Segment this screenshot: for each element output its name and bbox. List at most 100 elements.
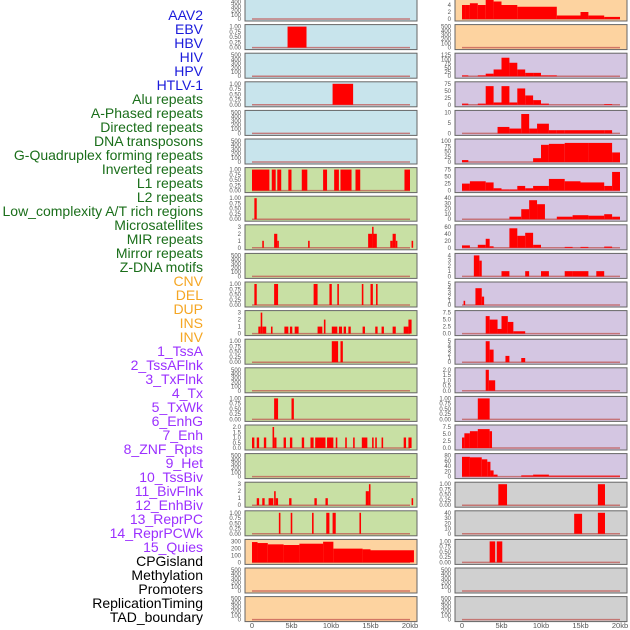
left-xtick-label: 0 <box>250 621 254 630</box>
right-ytick-label: 0 <box>448 74 452 80</box>
right-ytick-label: 0.25 <box>439 555 451 561</box>
right-ytick-label: 0 <box>448 103 452 109</box>
right-ytick-label: 100 <box>441 57 452 63</box>
right-panel-background <box>454 367 628 394</box>
track-label: 6_EnhG <box>151 413 203 429</box>
left-signal-bar <box>345 437 347 448</box>
right-ytick-label: 75 <box>444 144 451 150</box>
right-signal-bar <box>493 1 502 19</box>
right-signal-bar <box>517 6 557 19</box>
right-ytick-label: 6 <box>448 0 452 2</box>
left-panel-background <box>244 481 418 508</box>
left-signal-bar <box>278 512 281 534</box>
right-ytick-label: 0.75 <box>439 545 451 551</box>
left-ytick-label: 300 <box>231 4 242 10</box>
left-ytick-label: 200 <box>231 66 242 72</box>
right-signal-bar <box>489 431 493 448</box>
right-signal-bar <box>463 300 466 305</box>
left-ytick-label: 1.00 <box>229 511 241 517</box>
left-ytick-label: 100 <box>231 613 242 619</box>
left-ytick-label: 200 <box>231 609 242 615</box>
right-signal-bar <box>509 128 522 134</box>
left-signal-bar <box>310 437 314 448</box>
right-signal-bar <box>564 130 581 134</box>
track-label: Mirror repeats <box>115 245 203 261</box>
left-signal-bar <box>299 543 324 563</box>
left-signal-bar <box>375 437 377 448</box>
left-signal-bar <box>274 398 279 420</box>
right-ytick-label: 3 <box>448 348 452 354</box>
left-signal-bar <box>411 240 414 248</box>
left-signal-bar <box>326 512 330 534</box>
track-label: ReplicationTiming <box>92 595 203 611</box>
right-signal-bar <box>604 130 613 134</box>
left-signal-bar <box>314 498 317 506</box>
left-signal-bar <box>291 398 294 420</box>
right-signal-bar <box>533 100 541 105</box>
left-ytick-label: 1.00 <box>229 82 241 88</box>
right-signal-bar <box>462 183 470 191</box>
left-signal-bar <box>275 498 279 506</box>
right-signal-bar <box>462 160 469 162</box>
left-ytick-label: 0.00 <box>229 189 241 195</box>
right-ytick-label: 2 <box>448 10 452 16</box>
right-ytick-label: 80 <box>444 454 451 460</box>
left-ytick-label: 1.00 <box>229 396 241 402</box>
right-ytick-label: 0 <box>448 246 452 252</box>
left-ytick-label: 0.25 <box>229 527 241 533</box>
track-label: DUP <box>173 301 203 317</box>
left-ytick-label: 0 <box>238 274 242 280</box>
left-ytick-label: 0.75 <box>229 287 241 293</box>
left-ytick-label: 0 <box>238 560 242 566</box>
right-signal-bar <box>477 5 486 19</box>
left-panel-background <box>244 195 418 222</box>
right-signal-bar <box>533 185 549 191</box>
track-label: HIV <box>179 49 203 65</box>
right-signal-bar <box>469 431 478 448</box>
right-ytick-label: 200 <box>441 37 452 43</box>
track-label: Low_complexity A/T rich regions <box>2 203 204 219</box>
track-label: Directed repeats <box>100 119 203 135</box>
left-signal-bar <box>403 437 407 448</box>
left-ytick-label: 0.25 <box>229 40 241 46</box>
left-signal-bar <box>262 326 267 334</box>
right-signal-bar <box>485 341 490 363</box>
left-signal-bar <box>353 437 355 448</box>
track-label: L2 repeats <box>136 189 203 205</box>
left-signal-bar <box>257 543 268 563</box>
right-ytick-label: 3 <box>448 259 452 265</box>
right-ytick-label: 2 <box>448 352 452 358</box>
left-ytick-label: 400 <box>231 601 242 607</box>
left-signal-bar <box>317 326 323 334</box>
right-signal-bar <box>469 3 478 19</box>
right-xtick-label: 10kb <box>533 621 549 630</box>
left-ytick-label: 300 <box>231 376 242 382</box>
left-xtick-label: 15kb <box>362 621 378 630</box>
right-signal-bar <box>485 182 494 191</box>
right-signal-bar <box>541 144 549 162</box>
right-ytick-label: 10 <box>444 212 451 218</box>
right-xtick-label: 20kb <box>612 621 628 630</box>
right-signal-bar <box>580 130 605 134</box>
right-signal-bar <box>533 72 541 77</box>
right-signal-bar <box>597 512 605 534</box>
left-ytick-label: 3 <box>238 311 242 317</box>
left-ytick-label: 2 <box>238 489 242 495</box>
left-ytick-label: 0.75 <box>229 201 241 207</box>
right-ytick-label: 4 <box>448 286 452 292</box>
left-ytick-label: 0.25 <box>229 412 241 418</box>
left-signal-bar <box>368 233 373 248</box>
right-signal-bar <box>556 216 573 220</box>
right-signal-bar <box>548 475 620 477</box>
left-ytick-label: 1.00 <box>229 25 241 31</box>
right-signal-bar <box>572 215 589 220</box>
right-ytick-label: 5.0 <box>443 318 452 324</box>
right-signal-bar <box>485 369 489 391</box>
right-ytick-label: 500 <box>441 597 452 603</box>
left-panel-background <box>244 0 418 22</box>
left-ytick-label: 100 <box>231 270 242 276</box>
left-signal-bar <box>323 541 334 563</box>
left-ytick-label: 200 <box>231 581 242 587</box>
left-ytick-label: 0 <box>238 503 242 509</box>
